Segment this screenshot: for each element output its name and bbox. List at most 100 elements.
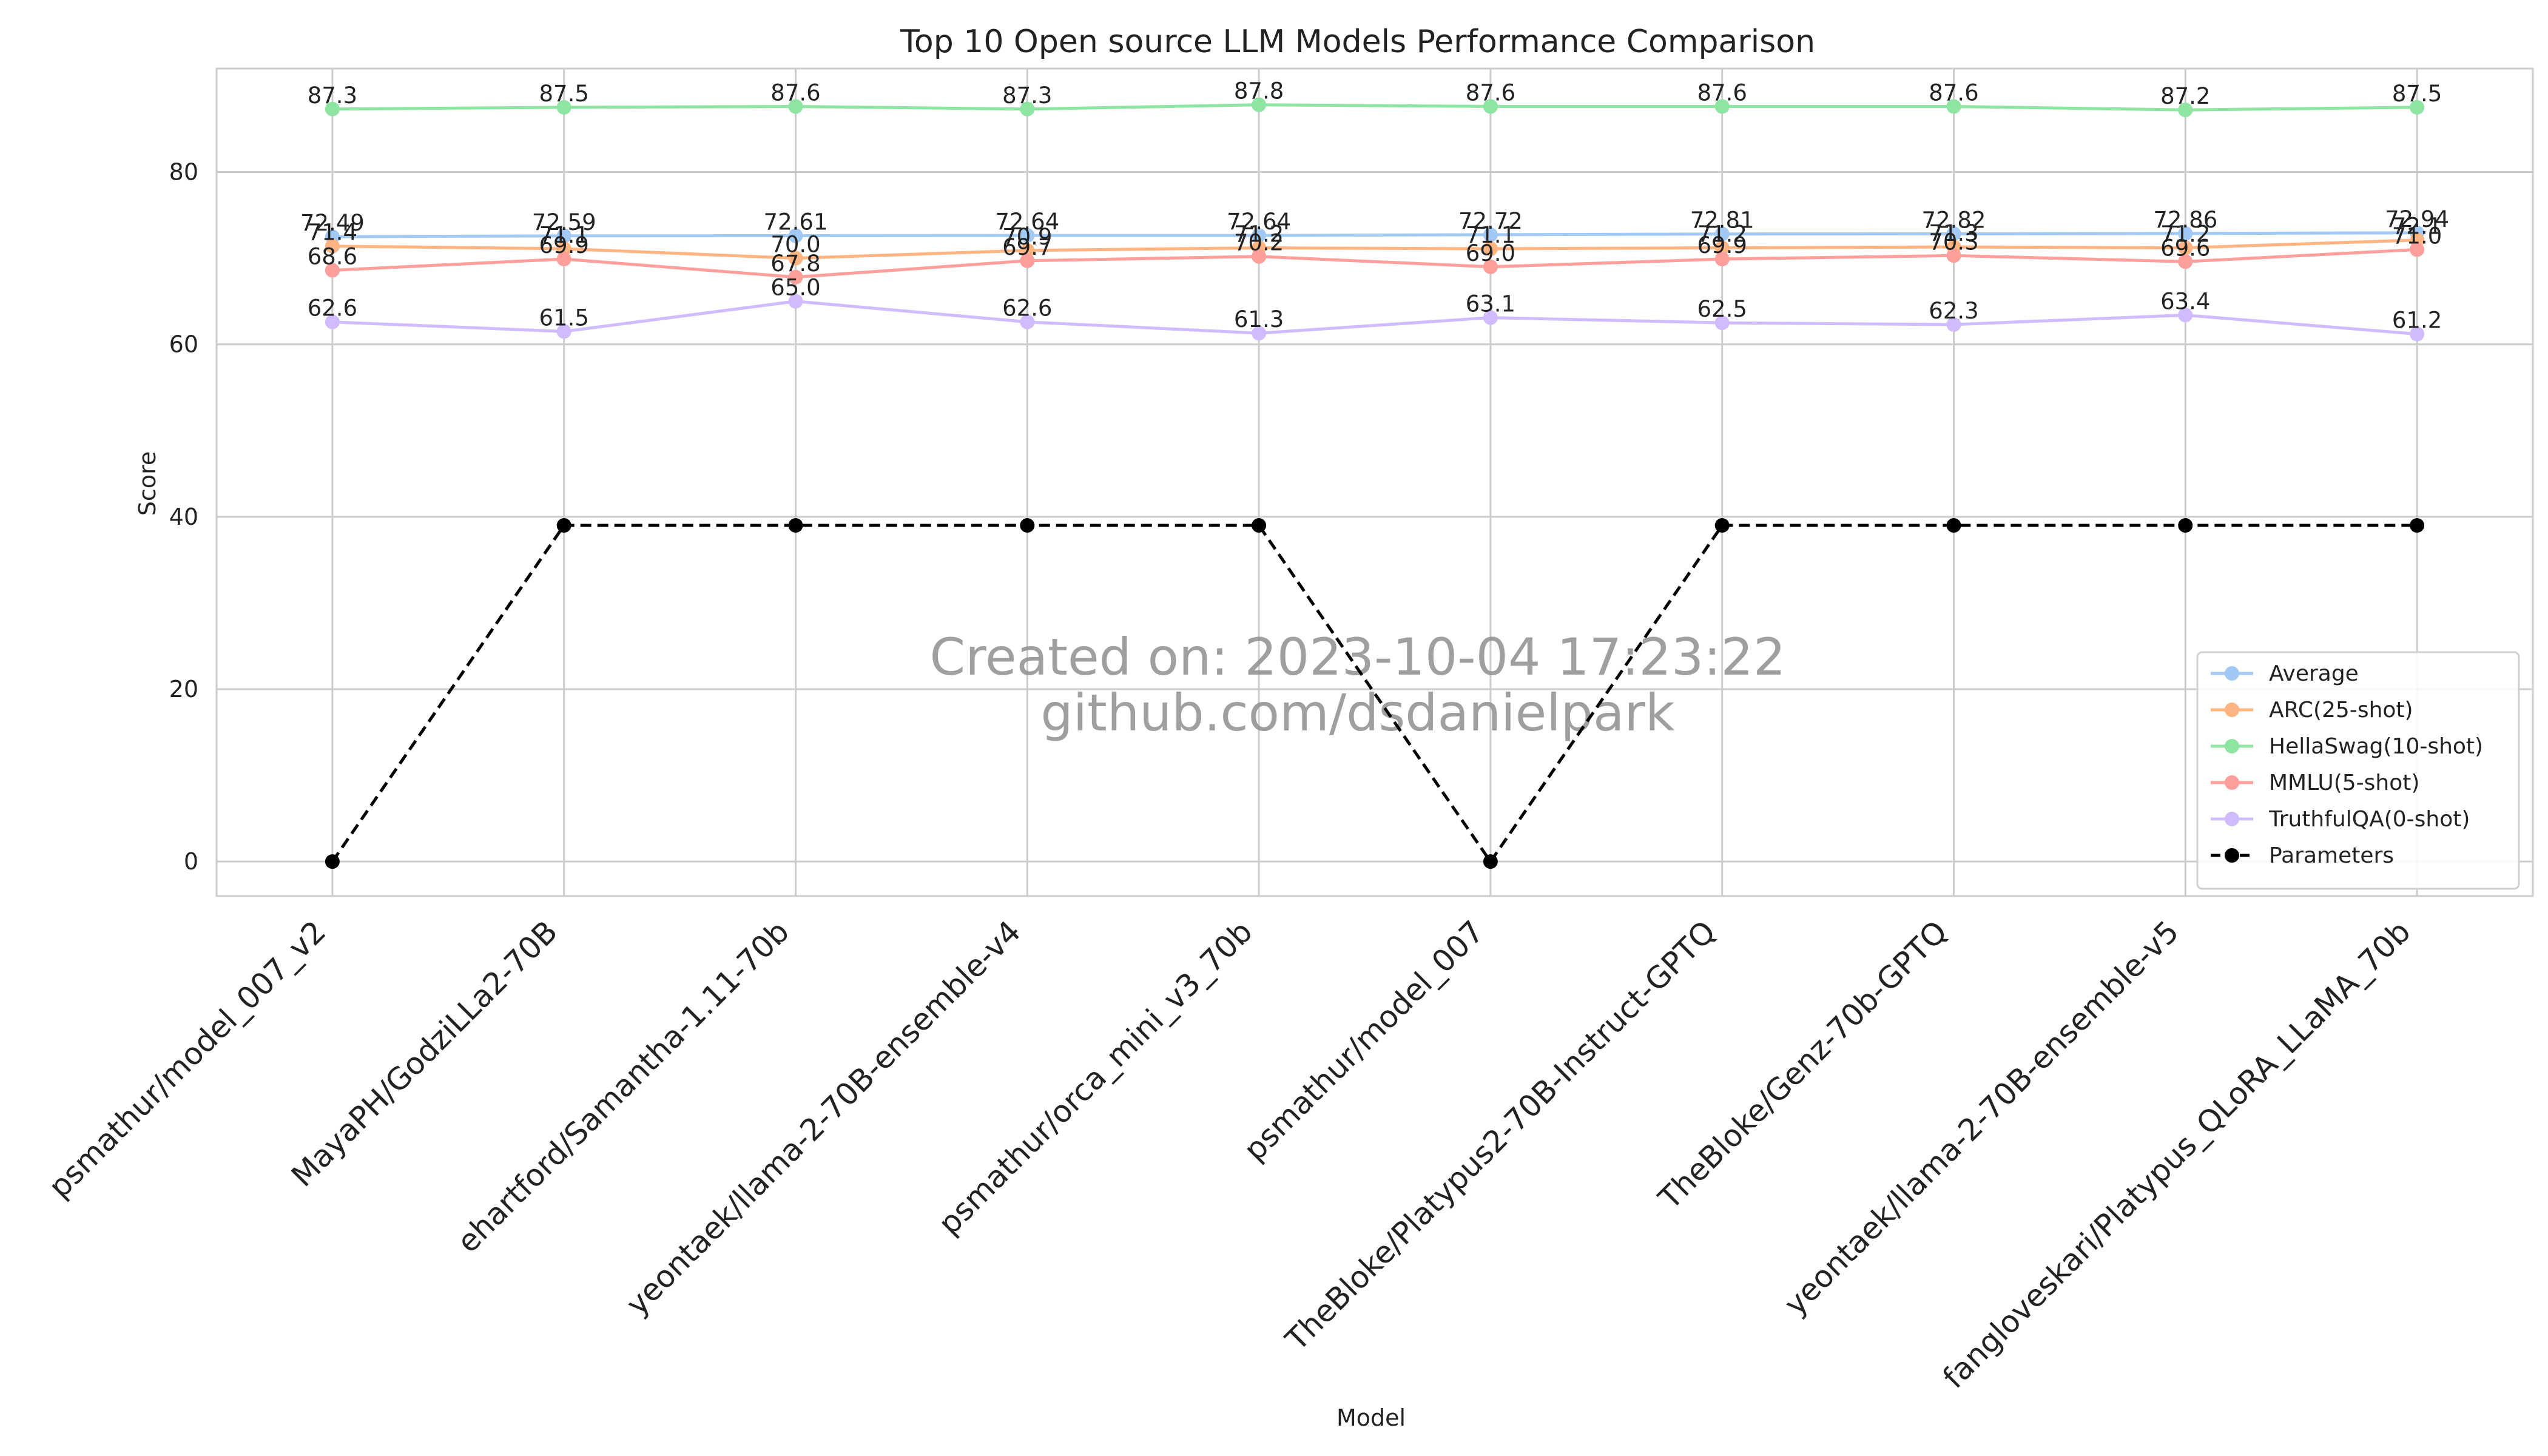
data-label: 69.9 bbox=[539, 232, 589, 258]
grid-lines bbox=[217, 69, 2533, 896]
plot-border bbox=[215, 67, 2534, 897]
data-point bbox=[1946, 99, 1961, 114]
data-point bbox=[1714, 240, 1730, 255]
data-point bbox=[2178, 240, 2193, 255]
data-point bbox=[556, 99, 571, 115]
y-tick-label: 40 bbox=[169, 504, 198, 530]
data-point bbox=[1714, 226, 1730, 241]
y-axis-label: Score bbox=[134, 451, 161, 516]
legend-marker bbox=[2225, 666, 2239, 681]
series-lines bbox=[325, 97, 2425, 869]
data-point bbox=[2178, 254, 2193, 269]
data-label: 87.5 bbox=[539, 81, 589, 107]
data-label: 62.6 bbox=[1002, 295, 1052, 322]
data-label: 87.3 bbox=[1002, 83, 1052, 109]
series-line bbox=[332, 231, 2418, 238]
data-label: 71.1 bbox=[1466, 222, 1515, 248]
legend-box bbox=[2196, 651, 2520, 890]
data-point bbox=[325, 238, 340, 254]
data-label: 68.6 bbox=[308, 243, 357, 269]
data-point bbox=[2410, 242, 2425, 257]
legend-marker bbox=[2225, 775, 2239, 790]
data-point bbox=[1483, 259, 1498, 274]
data-label: 87.6 bbox=[1466, 80, 1515, 106]
data-point bbox=[1252, 228, 1267, 243]
data-label: 72.86 bbox=[2153, 207, 2217, 233]
legend-marker bbox=[2225, 703, 2239, 717]
data-labels: 72.49 72.59 72.61 72.64 72.64 72.72 72.81 72.82… bbox=[300, 78, 2449, 334]
data-label: 72.61 bbox=[764, 209, 828, 235]
data-point bbox=[788, 269, 803, 285]
data-label: 72.1 bbox=[2392, 214, 2442, 240]
data-label: 61.2 bbox=[2392, 308, 2442, 334]
data-label: 72.94 bbox=[2385, 206, 2449, 232]
legend: Average ARC(25-shot) HellaSwag(10-shot) MML… bbox=[2196, 651, 2520, 890]
data-label: 87.6 bbox=[770, 80, 820, 106]
data-point bbox=[1020, 518, 1035, 533]
y-axis-ticks: 0 20 40 60 80 bbox=[169, 159, 198, 875]
data-point bbox=[1252, 249, 1267, 264]
data-point bbox=[1946, 317, 1961, 332]
data-point bbox=[2178, 226, 2193, 241]
data-label: 69.0 bbox=[1466, 240, 1515, 266]
data-label: 87.3 bbox=[308, 83, 357, 109]
legend-entry: TruthfulQA(0-shot) bbox=[2268, 807, 2470, 832]
watermark-line-1: Created on: 2023-10-04 17:23:22 bbox=[930, 627, 1786, 687]
chart-title: Top 10 Open source LLM Models Performanc… bbox=[900, 24, 1815, 60]
data-point bbox=[325, 854, 340, 869]
data-label: 69.9 bbox=[1697, 232, 1747, 258]
data-label: 72.59 bbox=[532, 209, 596, 235]
data-point bbox=[1020, 314, 1035, 329]
data-label: 87.6 bbox=[1929, 80, 1978, 106]
data-point bbox=[1714, 518, 1730, 533]
data-point bbox=[788, 518, 803, 533]
data-label: 71.1 bbox=[539, 222, 589, 248]
legend-marker bbox=[2225, 848, 2239, 863]
data-label: 62.6 bbox=[308, 295, 357, 322]
data-point bbox=[788, 294, 803, 309]
data-label: 72.49 bbox=[300, 210, 365, 236]
data-label: 87.2 bbox=[2160, 83, 2210, 109]
y-tick-label: 80 bbox=[169, 159, 198, 186]
data-point bbox=[1252, 326, 1267, 341]
plot-frame bbox=[215, 67, 2534, 897]
series-line bbox=[332, 103, 2418, 112]
data-point bbox=[556, 252, 571, 267]
data-label: 72.81 bbox=[1690, 207, 1754, 234]
data-label: 71.2 bbox=[2160, 221, 2210, 248]
data-label: 70.3 bbox=[1929, 229, 1978, 255]
watermark-line-2: github.com/dsdanielpark bbox=[1040, 683, 1675, 743]
legend-entry: ARC(25-shot) bbox=[2269, 698, 2413, 723]
data-label: 62.5 bbox=[1697, 296, 1747, 322]
data-label: 71.2 bbox=[1697, 221, 1747, 248]
data-label: 72.82 bbox=[1922, 207, 1986, 234]
data-point bbox=[788, 99, 803, 114]
series-line bbox=[331, 524, 2418, 863]
data-point bbox=[325, 263, 340, 278]
data-point bbox=[1483, 99, 1498, 114]
data-point bbox=[1714, 315, 1730, 331]
data-label: 71.4 bbox=[308, 220, 357, 246]
data-point bbox=[2178, 103, 2193, 118]
data-label: 65.0 bbox=[770, 275, 820, 301]
data-point bbox=[2178, 518, 2193, 533]
data-point bbox=[1020, 228, 1035, 243]
watermark: Created on: 2023-10-04 17:23:22 github.c… bbox=[930, 627, 1786, 743]
series-line bbox=[332, 238, 2418, 260]
data-point bbox=[556, 228, 571, 243]
data-label: 71.2 bbox=[1234, 221, 1284, 248]
data-label: 71.3 bbox=[1929, 220, 1978, 246]
series-line bbox=[332, 300, 2418, 336]
data-point bbox=[1020, 253, 1035, 268]
data-point bbox=[556, 324, 571, 339]
data-label: 69.6 bbox=[2160, 235, 2210, 261]
legend-entry: MMLU(5-shot) bbox=[2269, 770, 2419, 795]
data-label: 87.5 bbox=[2392, 81, 2442, 107]
data-label: 61.3 bbox=[1234, 306, 1284, 332]
data-point bbox=[556, 518, 571, 533]
data-point bbox=[1020, 101, 1035, 116]
data-label: 63.1 bbox=[1466, 291, 1515, 317]
data-label: 62.3 bbox=[1929, 298, 1978, 324]
data-point bbox=[1946, 226, 1961, 241]
